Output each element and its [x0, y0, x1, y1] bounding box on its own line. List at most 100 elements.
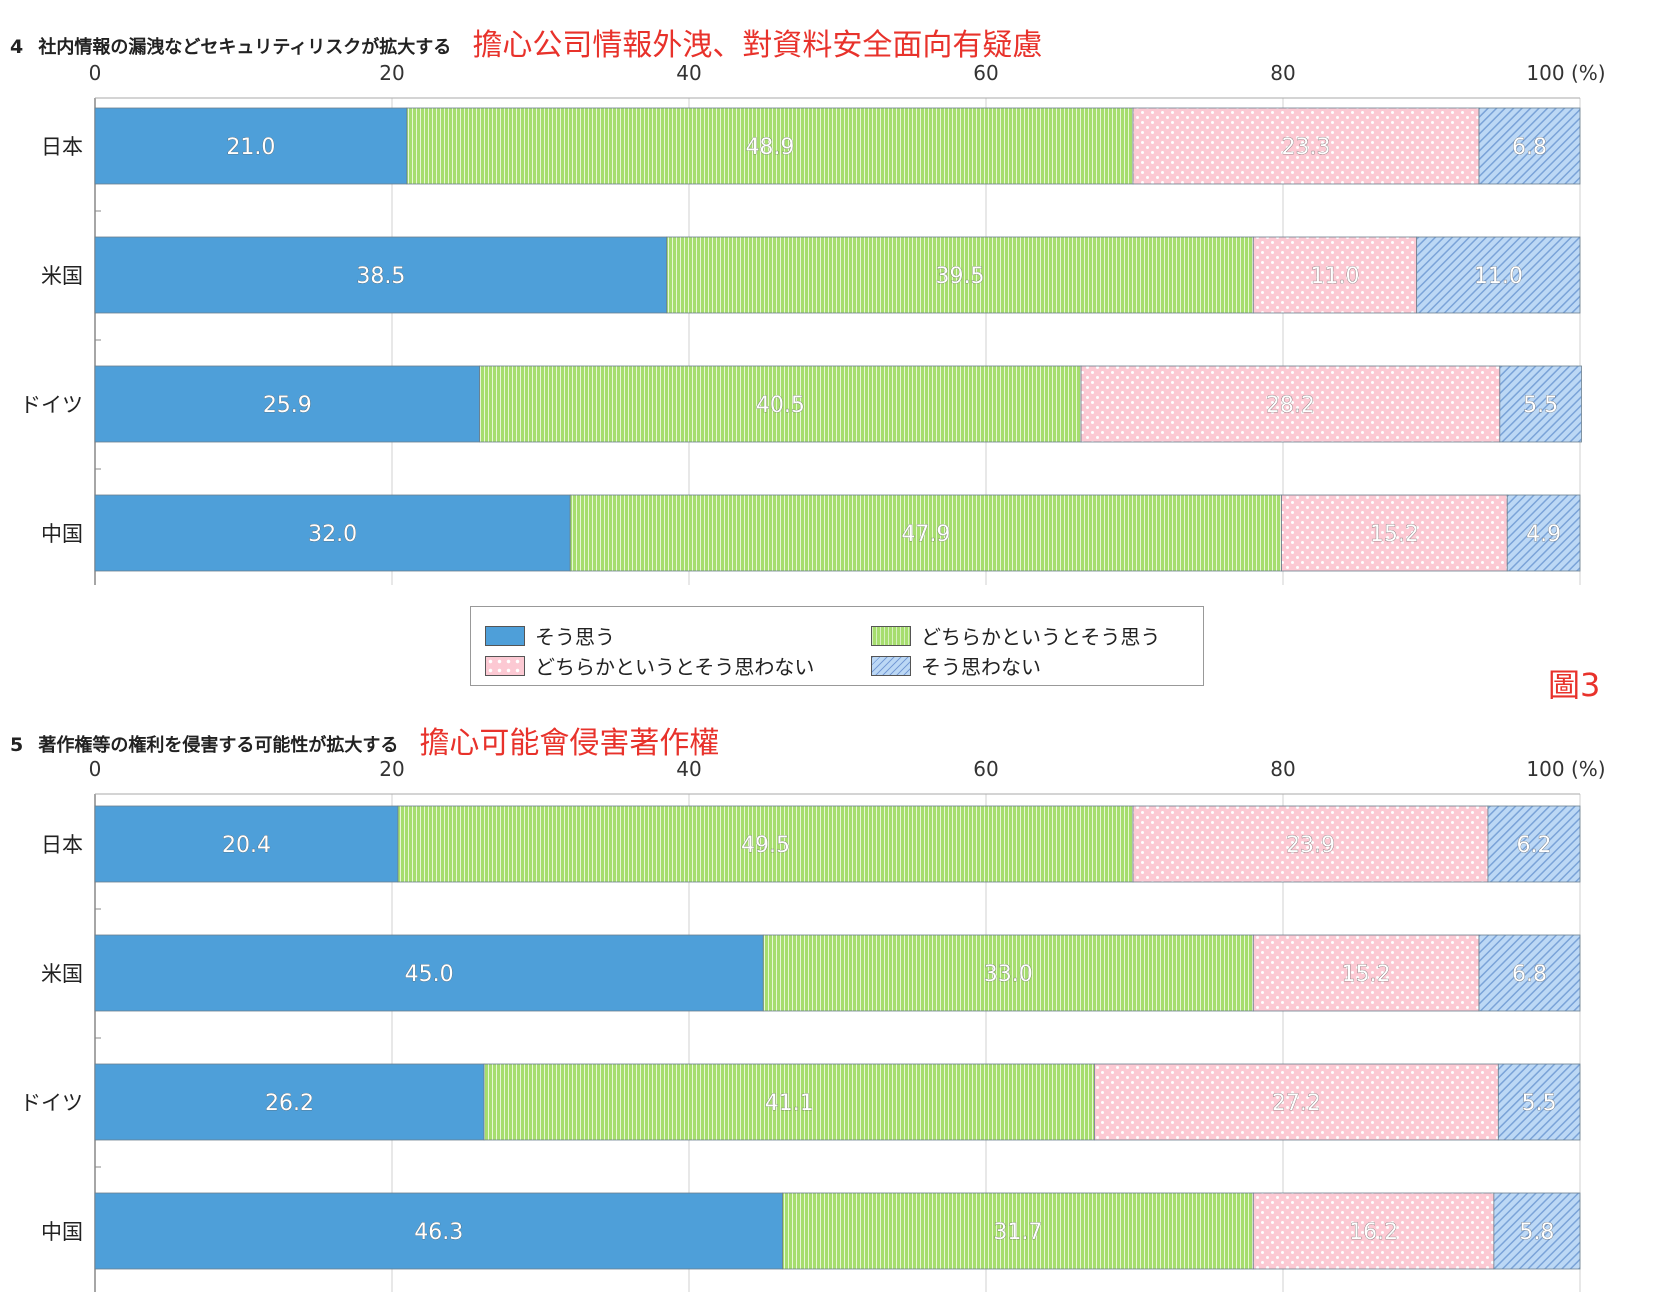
bar-segment	[1252, 1192, 1495, 1270]
bar-segment	[1132, 805, 1489, 883]
legend-item-0: そう思う	[485, 621, 615, 650]
data-label: 46.3	[414, 1220, 463, 1245]
data-label: 11.0	[1310, 264, 1359, 289]
category-label: ドイツ	[20, 1091, 83, 1115]
data-label: 15.2	[1342, 962, 1391, 987]
legend-label-0: そう思う	[535, 625, 615, 649]
chart-5-title-row: 5 著作権等の権利を侵害する可能性が拡大する 擔心可能會侵害著作權	[10, 716, 720, 761]
category-label: 中国	[41, 522, 83, 546]
data-label: 6.8	[1512, 135, 1547, 160]
legend-item-1: どちらかというとそう思う	[871, 621, 1160, 650]
data-label: 49.5	[741, 833, 790, 858]
legend-item-2: どちらかというとそう思わない	[485, 651, 814, 680]
data-label: 41.1	[765, 1091, 814, 1116]
x-tick-label: 40	[676, 757, 701, 781]
data-label: 5.8	[1519, 1220, 1554, 1245]
legend-label-2: どちらかというとそう思わない	[535, 655, 815, 679]
data-label: 45.0	[405, 962, 454, 987]
chart-4: 4 社内情報の漏洩などセキュリティリスクが拡大する 擔心公司情報外洩、對資料安全…	[0, 0, 1658, 600]
chart-4-annotation: 擔心公司情報外洩、對資料安全面向有疑慮	[472, 28, 1043, 63]
bar-segment	[397, 805, 1134, 883]
category-label: 米国	[41, 264, 83, 288]
bar-segment	[1080, 365, 1501, 443]
x-tick-label: 20	[379, 757, 404, 781]
data-label: 26.2	[265, 1091, 314, 1116]
bar-segment	[406, 107, 1134, 185]
chart-5-plot: 0 20 40 60 80 100 (%) 日本 20.4 49.5 23.9 6.2 米国 45.0 3…	[20, 757, 1606, 1292]
category-label: ドイツ	[20, 393, 83, 417]
bar-segment	[1499, 365, 1582, 443]
bar-segment	[1094, 1063, 1499, 1141]
chart-5-annotation: 擔心可能會侵害著作權	[419, 726, 720, 761]
data-label: 11.0	[1474, 264, 1523, 289]
x-tick-label: 20	[379, 61, 404, 85]
bar-segment	[762, 934, 1254, 1012]
bar-segment	[1493, 1192, 1581, 1270]
bar-segment	[1506, 494, 1581, 572]
data-label: 20.4	[222, 833, 271, 858]
bar-segment	[1416, 236, 1581, 314]
legend-label-3: そう思わない	[921, 655, 1041, 679]
bar-segment	[1478, 934, 1581, 1012]
bar-segment	[666, 236, 1254, 314]
legend-swatch-3	[871, 655, 911, 676]
bar-segment	[1497, 1063, 1581, 1141]
x-tick-label: 40	[676, 61, 701, 85]
data-label: 15.2	[1370, 522, 1419, 547]
chart-5-title: 著作権等の権利を侵害する可能性が拡大する	[38, 735, 399, 756]
legend-swatch-2	[485, 655, 525, 676]
bar-segment	[94, 805, 399, 883]
data-label: 27.2	[1272, 1091, 1321, 1116]
data-label: 31.7	[993, 1220, 1042, 1245]
data-label: 23.9	[1286, 833, 1335, 858]
data-label: 28.2	[1266, 393, 1315, 418]
data-label: 4.9	[1526, 522, 1561, 547]
figure-label: 圖3	[1548, 666, 1601, 704]
bar-segment	[569, 494, 1282, 572]
legend-item-3: そう思わない	[871, 651, 1041, 680]
x-tick-label: 100 (%)	[1526, 757, 1605, 781]
bar-segment	[479, 365, 1082, 443]
x-tick-label: 100 (%)	[1526, 61, 1605, 85]
bar-segment	[94, 1192, 783, 1270]
x-tick-label: 80	[1270, 757, 1295, 781]
data-label: 6.8	[1512, 962, 1547, 987]
data-label: 47.9	[901, 522, 950, 547]
bar-segment	[782, 1192, 1254, 1270]
chart-5: 5 著作権等の権利を侵害する可能性が拡大する 擔心可能會侵害著作權 0 20 40 6…	[0, 700, 1658, 1296]
bar-segment	[94, 365, 481, 443]
data-label: 40.5	[756, 393, 805, 418]
bar-segment	[94, 934, 764, 1012]
chart-4-number: 4	[10, 36, 24, 58]
bar-segment	[1478, 107, 1581, 185]
category-label: 中国	[41, 1220, 83, 1244]
category-label: 米国	[41, 962, 83, 986]
legend-label-1: どちらかというとそう思う	[921, 625, 1161, 649]
chart-4-title-row: 4 社内情報の漏洩などセキュリティリスクが拡大する 擔心公司情報外洩、對資料安全…	[10, 18, 1043, 63]
bar-segment	[1487, 805, 1581, 883]
chart-4-title: 社内情報の漏洩などセキュリティリスクが拡大する	[38, 37, 452, 58]
chart-4-plot: 0 20 40 60 80 100 (%) 日本 21.0 48.9 23.3 6.8 米国 38.5 3…	[20, 61, 1606, 585]
x-tick-label: 0	[89, 61, 102, 85]
data-label: 16.2	[1349, 1220, 1398, 1245]
data-label: 48.9	[745, 135, 794, 160]
data-label: 5.5	[1523, 393, 1558, 418]
bar-segment	[94, 107, 408, 185]
x-tick-label: 0	[89, 757, 102, 781]
bar-segment	[94, 236, 668, 314]
legend-swatch-1	[871, 625, 911, 646]
data-label: 32.0	[308, 522, 357, 547]
bar-segment	[94, 494, 571, 572]
data-label: 39.5	[936, 264, 985, 289]
category-label: 日本	[41, 135, 83, 159]
chart-5-number: 5	[10, 734, 24, 756]
bar-segment	[94, 1063, 485, 1141]
legend: そう思う どちらかというとそう思う どちらかというとそう思わない そう思わない	[470, 606, 1204, 686]
x-tick-label: 80	[1270, 61, 1295, 85]
category-label: 日本	[41, 833, 83, 857]
x-tick-label: 60	[973, 61, 998, 85]
data-label: 6.2	[1516, 833, 1551, 858]
data-label: 5.5	[1522, 1091, 1557, 1116]
data-label: 25.9	[263, 393, 312, 418]
bar-segment	[1132, 107, 1480, 185]
